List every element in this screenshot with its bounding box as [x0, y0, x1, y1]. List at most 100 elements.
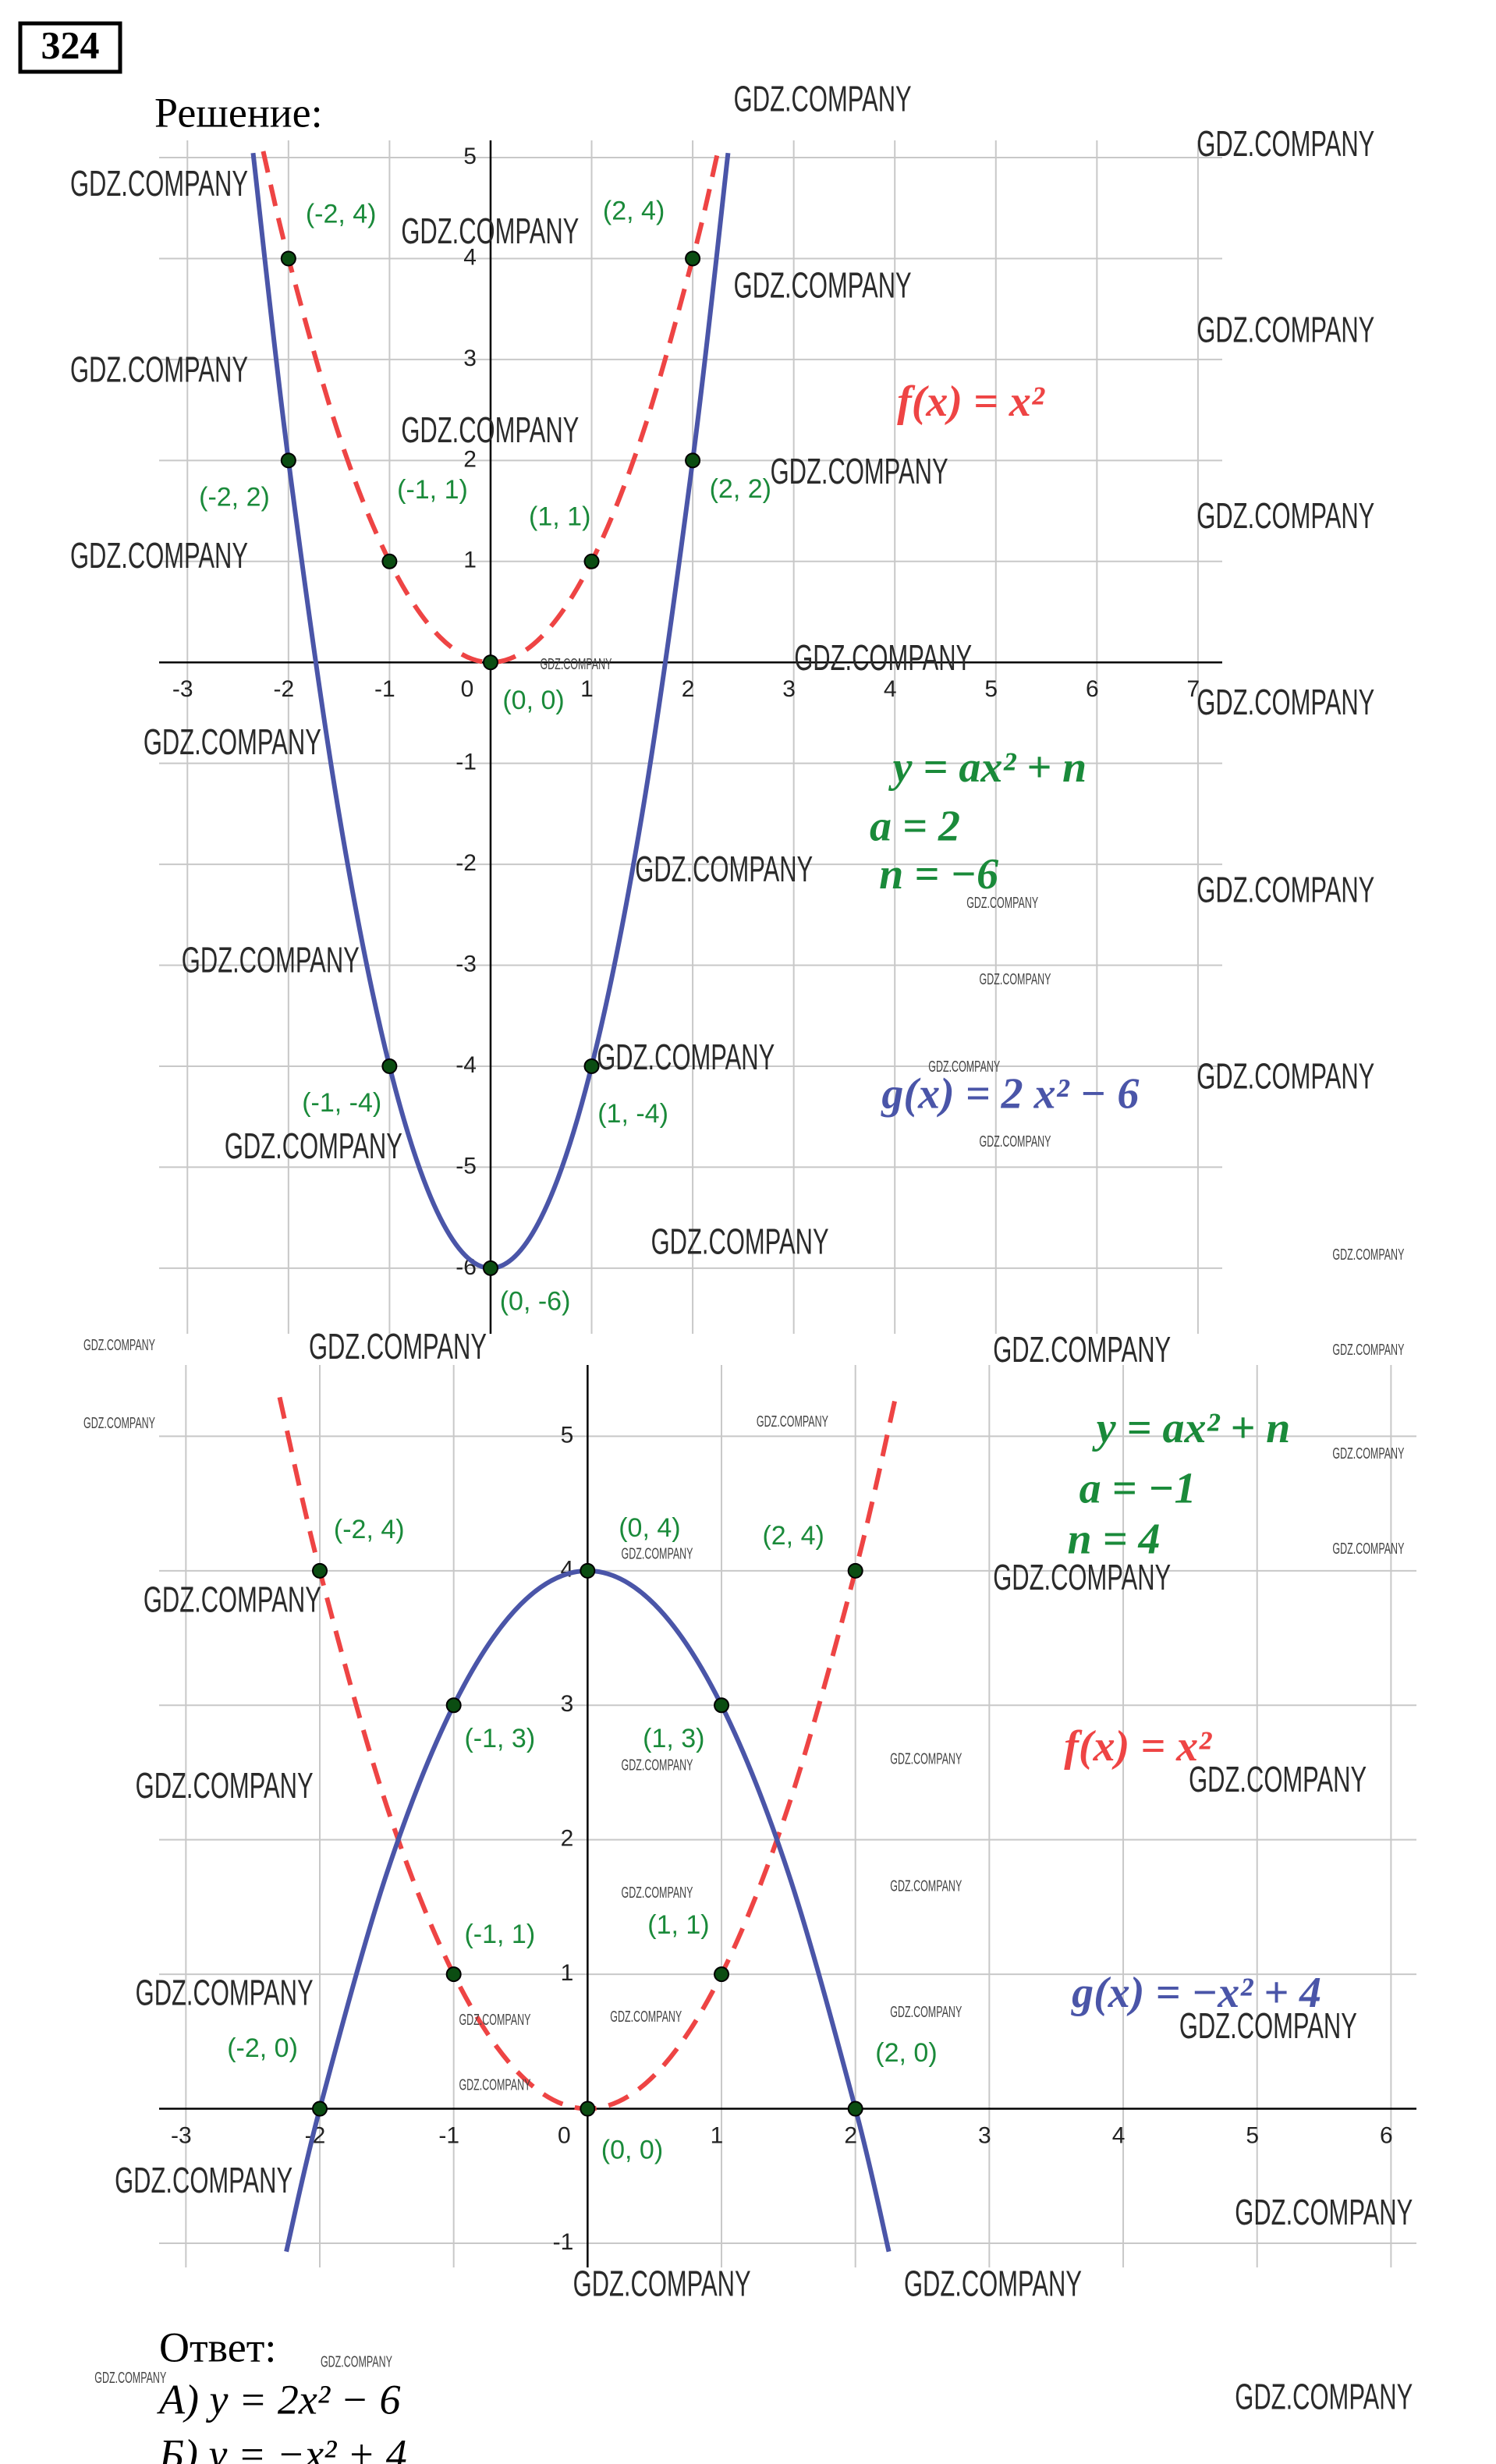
- x-tick-label: 6: [1380, 2122, 1393, 2148]
- x-tick-label: 5: [984, 676, 998, 702]
- x-tick-label: -3: [171, 2122, 192, 2148]
- watermark: GDZ.COMPANY: [890, 2004, 962, 2021]
- point-label: (-2, 4): [306, 199, 377, 229]
- point: [583, 1058, 600, 1074]
- watermark: GDZ.COMPANY: [734, 264, 912, 305]
- point: [580, 1562, 596, 1579]
- annotation: y = ax² + n: [888, 743, 1087, 792]
- y-tick-label: 4: [561, 1557, 574, 1583]
- x-tick-label: 4: [884, 676, 897, 702]
- watermark: GDZ.COMPANY: [928, 1058, 1000, 1076]
- watermark: GDZ.COMPANY: [1196, 870, 1374, 910]
- point-label: (-1, 1): [464, 1920, 535, 1949]
- watermark: GDZ.COMPANY: [1235, 2376, 1413, 2416]
- watermark: GDZ.COMPANY: [1196, 310, 1374, 350]
- y-tick-label: 3: [463, 346, 477, 371]
- point-label: (-2, 4): [334, 1515, 405, 1544]
- y-tick-label: 3: [561, 1691, 574, 1717]
- watermark: GDZ.COMPANY: [966, 895, 1038, 912]
- point-label: (1, 1): [647, 1910, 709, 1940]
- watermark: GDZ.COMPANY: [1196, 495, 1374, 536]
- watermark: GDZ.COMPANY: [1332, 1342, 1404, 1359]
- y-tick-label: -5: [456, 1153, 477, 1179]
- y-tick-label: 2: [561, 1826, 574, 1852]
- point: [583, 553, 600, 569]
- point-label: (-2, 2): [199, 482, 270, 512]
- point-label: (0, -6): [500, 1287, 571, 1317]
- x-tick-label: -2: [273, 676, 294, 702]
- watermark: GDZ.COMPANY: [225, 1126, 402, 1166]
- watermark: GDZ.COMPANY: [890, 1878, 962, 1895]
- point: [280, 452, 296, 469]
- annotation: g(x) = −x² + 4: [1070, 1969, 1321, 2017]
- point: [847, 2101, 863, 2117]
- watermark: GDZ.COMPANY: [70, 349, 248, 390]
- point: [847, 1562, 863, 1579]
- point-label: (2, 4): [762, 1521, 824, 1551]
- watermark: GDZ.COMPANY: [904, 2264, 1082, 2304]
- annotation: f(x) = x²: [897, 378, 1045, 426]
- x-tick-label: 5: [1246, 2122, 1259, 2148]
- watermark: GDZ.COMPANY: [115, 2160, 292, 2200]
- point-label: (2, 2): [710, 474, 771, 504]
- point-label: (1, 1): [529, 502, 590, 532]
- y-tick-label: -1: [456, 750, 477, 775]
- watermark: GDZ.COMPANY: [980, 971, 1051, 988]
- x-tick-label: 4: [1112, 2122, 1126, 2148]
- y-tick-label: -2: [456, 850, 477, 876]
- point-label: (1, -4): [597, 1099, 668, 1129]
- watermark: GDZ.COMPANY: [83, 1337, 155, 1354]
- watermark: GDZ.COMPANY: [459, 2077, 530, 2094]
- x-tick-label: 0: [558, 2122, 571, 2148]
- y-tick-label: -1: [553, 2229, 574, 2255]
- watermark: GDZ.COMPANY: [794, 637, 972, 678]
- watermark: GDZ.COMPANY: [573, 2264, 751, 2304]
- watermark: GDZ.COMPANY: [757, 1413, 828, 1431]
- x-tick-label: 2: [682, 676, 695, 702]
- watermark: GDZ.COMPANY: [401, 409, 579, 450]
- watermark: GDZ.COMPANY: [182, 939, 360, 980]
- point: [482, 1260, 498, 1276]
- y-tick-label: 2: [463, 446, 477, 472]
- y-tick-label: 4: [463, 244, 477, 270]
- answer-label: Ответ:: [159, 2324, 276, 2370]
- y-tick-label: 5: [561, 1422, 574, 1448]
- point: [381, 553, 398, 569]
- watermark: GDZ.COMPANY: [540, 656, 612, 673]
- point-label: (0, 4): [619, 1513, 680, 1543]
- point: [714, 1966, 730, 1983]
- watermark: GDZ.COMPANY: [136, 1765, 314, 1806]
- point-label: (-2, 0): [227, 2033, 298, 2063]
- x-tick-label: 0: [461, 676, 474, 702]
- x-tick-label: -3: [172, 676, 193, 702]
- watermark: GDZ.COMPANY: [1179, 2005, 1357, 2046]
- watermark: GDZ.COMPANY: [1196, 123, 1374, 164]
- watermark: GDZ.COMPANY: [144, 1579, 321, 1619]
- x-tick-label: 7: [1187, 676, 1200, 702]
- y-tick-label: 5: [463, 144, 477, 169]
- watermark: GDZ.COMPANY: [635, 849, 813, 889]
- watermark: GDZ.COMPANY: [144, 721, 321, 762]
- y-tick-label: -3: [456, 951, 477, 977]
- annotation: a = −1: [1079, 1464, 1196, 1512]
- watermark: GDZ.COMPANY: [771, 451, 948, 491]
- watermark: GDZ.COMPANY: [980, 1133, 1051, 1150]
- curve: [261, 151, 721, 665]
- watermark: GDZ.COMPANY: [734, 79, 912, 119]
- point: [580, 2101, 596, 2117]
- watermark: GDZ.COMPANY: [890, 1751, 962, 1768]
- watermark: GDZ.COMPANY: [459, 2012, 530, 2029]
- watermark: GDZ.COMPANY: [94, 2370, 166, 2387]
- y-tick-label: 1: [561, 1960, 574, 1986]
- watermark: GDZ.COMPANY: [1235, 2192, 1413, 2232]
- x-tick-label: -1: [374, 676, 395, 702]
- watermark: GDZ.COMPANY: [70, 535, 248, 576]
- point-label: (2, 0): [875, 2038, 937, 2068]
- x-tick-label: 3: [782, 676, 796, 702]
- answer-item: А) y = 2x² − 6: [157, 2376, 400, 2423]
- annotation: g(x) = 2 x² − 6: [880, 1069, 1139, 1118]
- watermark: GDZ.COMPANY: [321, 2354, 392, 2371]
- watermark: GDZ.COMPANY: [622, 1545, 693, 1562]
- watermark: GDZ.COMPANY: [993, 1329, 1171, 1370]
